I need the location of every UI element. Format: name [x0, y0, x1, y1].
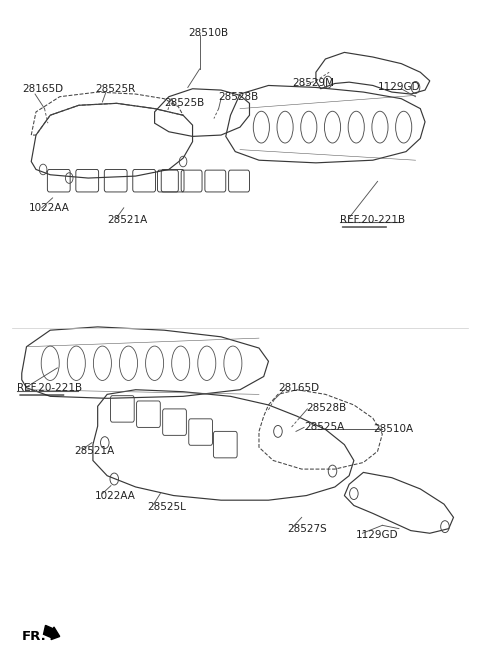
Text: 1022AA: 1022AA: [29, 203, 70, 213]
Text: 28165D: 28165D: [22, 84, 63, 94]
Text: 28521A: 28521A: [74, 446, 114, 456]
Text: 28510A: 28510A: [373, 424, 413, 434]
Text: 28521A: 28521A: [107, 215, 147, 225]
Text: 28525L: 28525L: [147, 502, 186, 512]
Text: 28165D: 28165D: [278, 383, 319, 393]
Text: 28525A: 28525A: [304, 422, 344, 432]
Text: 1022AA: 1022AA: [96, 490, 136, 500]
Text: 1129GD: 1129GD: [356, 530, 399, 540]
Text: 28527S: 28527S: [288, 524, 327, 534]
Text: REF.20-221B: REF.20-221B: [17, 383, 82, 393]
Text: 28525B: 28525B: [164, 98, 204, 108]
Text: 28525R: 28525R: [96, 84, 135, 94]
Text: FR.: FR.: [22, 630, 47, 643]
FancyArrow shape: [44, 626, 60, 640]
Text: 28529M: 28529M: [292, 79, 334, 89]
Text: REF.20-221B: REF.20-221B: [340, 215, 405, 225]
Text: 28528B: 28528B: [219, 91, 259, 101]
Text: 1129GD: 1129GD: [378, 83, 420, 93]
Text: 28510B: 28510B: [188, 27, 228, 37]
Text: 28528B: 28528B: [306, 403, 347, 413]
